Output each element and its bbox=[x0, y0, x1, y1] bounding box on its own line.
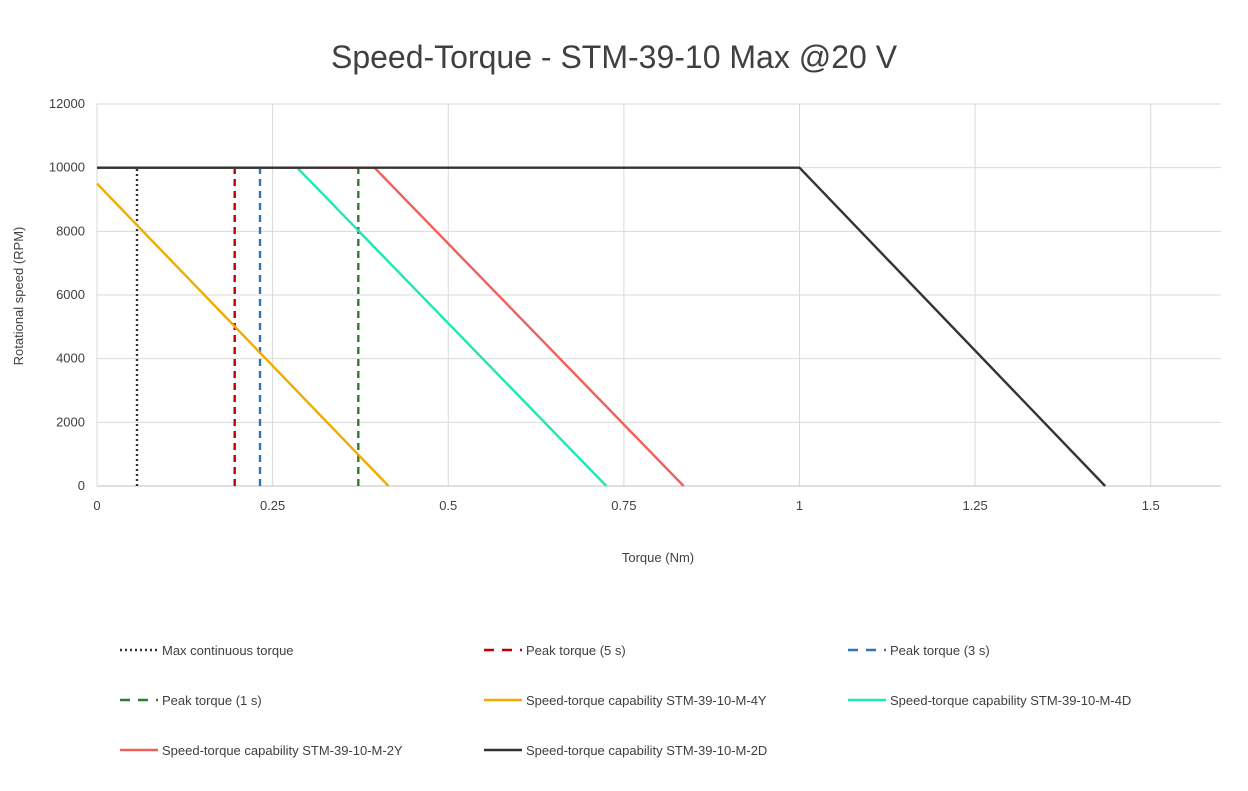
y-tick-label: 6000 bbox=[56, 287, 85, 302]
x-tick-label: 0.25 bbox=[260, 498, 285, 513]
y-tick-label: 4000 bbox=[56, 351, 85, 366]
y-tick-label: 10000 bbox=[49, 160, 85, 175]
legend-label: Speed-torque capability STM-39-10-M-4D bbox=[890, 693, 1131, 708]
chart-title: Speed-Torque - STM-39-10 Max @20 V bbox=[331, 39, 898, 75]
y-tick-label: 12000 bbox=[49, 96, 85, 111]
x-tick-label: 0 bbox=[93, 498, 100, 513]
legend: Max continuous torque Peak torque (5 s) Pe… bbox=[120, 643, 1131, 758]
x-tick-label: 1.5 bbox=[1142, 498, 1160, 513]
tick-labels: 0 2000 4000 6000 8000 10000 12000 0 0.25 0.5 0.75 1… bbox=[49, 96, 1160, 513]
y-tick-label: 2000 bbox=[56, 414, 85, 429]
legend-label: Max continuous torque bbox=[162, 643, 294, 658]
x-tick-label: 0.5 bbox=[439, 498, 457, 513]
series-lines bbox=[96, 166, 1106, 487]
legend-label: Speed-torque capability STM-39-10-M-2D bbox=[526, 743, 767, 758]
legend-label: Peak torque (5 s) bbox=[526, 643, 626, 658]
series-line bbox=[97, 166, 1106, 487]
y-tick-label: 0 bbox=[78, 478, 85, 493]
legend-label: Speed-torque capability STM-39-10-M-2Y bbox=[162, 743, 403, 758]
legend-label: Peak torque (3 s) bbox=[890, 643, 990, 658]
x-axis-title: Torque (Nm) bbox=[622, 550, 694, 565]
y-tick-label: 8000 bbox=[56, 223, 85, 238]
y-axis-title: Rotational speed (RPM) bbox=[11, 227, 26, 366]
x-tick-label: 1 bbox=[796, 498, 803, 513]
series-line bbox=[97, 166, 685, 487]
x-tick-label: 0.75 bbox=[611, 498, 636, 513]
series-line bbox=[96, 182, 390, 487]
legend-label: Speed-torque capability STM-39-10-M-4Y bbox=[526, 693, 767, 708]
grid-lines bbox=[97, 103, 1221, 486]
x-tick-label: 1.25 bbox=[962, 498, 987, 513]
legend-label: Peak torque (1 s) bbox=[162, 693, 262, 708]
